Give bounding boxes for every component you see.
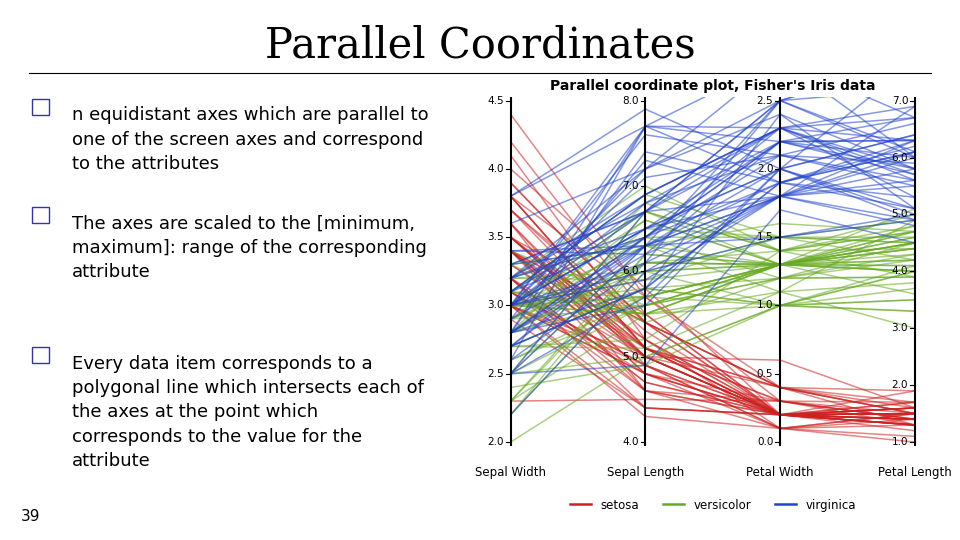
Text: 2.5: 2.5 bbox=[487, 369, 504, 379]
Text: Sepal Length: Sepal Length bbox=[607, 466, 684, 479]
Text: 1.5: 1.5 bbox=[756, 232, 774, 242]
Text: 8.0: 8.0 bbox=[622, 96, 638, 106]
Text: 0.5: 0.5 bbox=[756, 369, 774, 379]
Text: n equidistant axes which are parallel to
one of the screen axes and correspond
t: n equidistant axes which are parallel to… bbox=[72, 106, 428, 173]
Text: Petal Length: Petal Length bbox=[878, 466, 952, 479]
Text: 2.5: 2.5 bbox=[756, 96, 774, 106]
Text: 6.0: 6.0 bbox=[622, 266, 638, 276]
Text: 2.0: 2.0 bbox=[488, 437, 504, 447]
Text: 39: 39 bbox=[21, 509, 40, 524]
Text: 3.0: 3.0 bbox=[892, 323, 908, 333]
Text: 2.0: 2.0 bbox=[892, 380, 908, 390]
Text: 4.0: 4.0 bbox=[488, 164, 504, 174]
Text: 4.5: 4.5 bbox=[487, 96, 504, 106]
Text: 5.0: 5.0 bbox=[892, 210, 908, 219]
Text: Petal Width: Petal Width bbox=[747, 466, 814, 479]
Text: Sepal Width: Sepal Width bbox=[475, 466, 546, 479]
Text: Parallel Coordinates: Parallel Coordinates bbox=[265, 24, 695, 66]
Text: 4.0: 4.0 bbox=[892, 266, 908, 276]
Title: Parallel coordinate plot, Fisher's Iris data: Parallel coordinate plot, Fisher's Iris … bbox=[550, 79, 876, 93]
Text: 3.0: 3.0 bbox=[488, 300, 504, 310]
Text: 4.0: 4.0 bbox=[622, 437, 638, 447]
Text: 3.5: 3.5 bbox=[487, 232, 504, 242]
Text: 2.0: 2.0 bbox=[756, 164, 774, 174]
Text: 6.0: 6.0 bbox=[892, 152, 908, 163]
Text: 5.0: 5.0 bbox=[622, 352, 638, 362]
Text: The axes are scaled to the [minimum,
maximum]: range of the corresponding
attrib: The axes are scaled to the [minimum, max… bbox=[72, 214, 427, 281]
Text: Every data item corresponds to a
polygonal line which intersects each of
the axe: Every data item corresponds to a polygon… bbox=[72, 355, 424, 470]
Text: 7.0: 7.0 bbox=[892, 96, 908, 106]
Text: 1.0: 1.0 bbox=[892, 437, 908, 447]
Legend: setosa, versicolor, virginica: setosa, versicolor, virginica bbox=[565, 494, 860, 516]
Text: 1.0: 1.0 bbox=[756, 300, 774, 310]
Text: 7.0: 7.0 bbox=[622, 181, 638, 191]
Text: 0.0: 0.0 bbox=[756, 437, 774, 447]
